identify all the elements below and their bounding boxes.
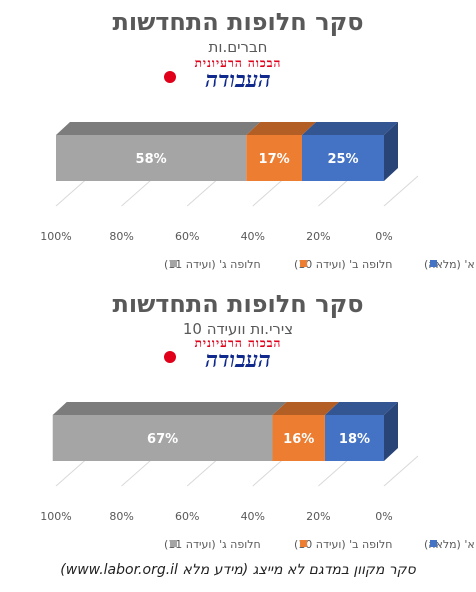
legend-item: חלופה א' (מלאה)	[424, 538, 476, 551]
legend-item: חלופה ג' (ועידה 11)	[164, 258, 261, 271]
rose-icon	[164, 351, 176, 363]
bar-top-face	[272, 402, 339, 415]
legend-swatch	[430, 260, 437, 267]
tick-label: 100%	[40, 510, 71, 523]
bar-side-face	[384, 122, 398, 181]
legend-swatch	[170, 540, 177, 547]
bar-front-face	[246, 135, 302, 181]
stacked-bar-chart: 18% 16% 67% 0% 20% 40% 60% 80% 100% חלופה א' (מלא…	[40, 402, 476, 551]
legend-label: חלופה ב' (ועידה 10)	[294, 538, 393, 551]
data-label: 18%	[339, 432, 370, 447]
legend-swatch	[170, 260, 177, 267]
tick-label: 40%	[241, 230, 265, 243]
footer-note: סקר מקוון במדגם לא מייצג (מידע מלא www.l…	[60, 562, 416, 578]
legend-label: חלופה ג' (ועידה 11)	[164, 258, 261, 271]
legend-swatch	[300, 540, 307, 547]
gridline	[383, 175, 419, 207]
bar-top-face	[302, 122, 398, 135]
data-label: 58%	[136, 152, 167, 167]
labor-party-logo: הבכוה הרעיונית העבודה	[148, 56, 328, 93]
legend-label: חלופה ב' (ועידה 10)	[294, 258, 393, 271]
tick-label: 0%	[375, 510, 392, 523]
tick-label: 60%	[175, 510, 199, 523]
bar-front-face	[324, 415, 384, 461]
data-label: 16%	[283, 432, 314, 447]
legend-item: חלופה ב' (ועידה 10)	[294, 538, 393, 551]
tick-label: 20%	[306, 510, 330, 523]
legend-item: חלופה א' (מלאה)	[424, 258, 476, 271]
bar-front-face	[52, 415, 273, 461]
chart-title: סקר חלופות התחדשות	[112, 290, 364, 318]
tick-label: 100%	[40, 230, 71, 243]
legend-item: חלופה ב' (ועידה 10)	[294, 258, 393, 271]
bar-top-face	[56, 122, 261, 135]
bar-top-face	[324, 402, 398, 415]
bar-segment	[56, 122, 261, 181]
chart-title: סקר חלופות התחדשות	[112, 8, 364, 36]
bar-segment	[302, 122, 398, 181]
gridline	[383, 455, 419, 487]
tick-label: 80%	[109, 230, 133, 243]
logo-main-text: העבודה	[205, 347, 271, 373]
tick-label: 20%	[306, 230, 330, 243]
logo-top-text: הבכוה הרעיונית	[194, 336, 282, 350]
chart-subtitle: חברים.ות	[208, 38, 268, 56]
bar-top-face	[52, 402, 287, 415]
legend-swatch	[430, 540, 437, 547]
legend-item: חלופה ג' (ועידה 11)	[164, 538, 261, 551]
legend-swatch	[300, 260, 307, 267]
tick-label: 80%	[109, 510, 133, 523]
bar-side-face	[384, 402, 398, 461]
chart-members: סקר חלופות התחדשות חברים.ות הבכוה הרעיונ…	[0, 0, 476, 288]
logo-top-text: הבכוה הרעיונית	[194, 56, 282, 70]
tick-label: 0%	[375, 230, 392, 243]
bar-segment	[246, 122, 316, 181]
bar-segment	[52, 402, 287, 461]
tick-label: 40%	[241, 510, 265, 523]
chart-delegates: סקר חלופות התחדשות צירי.ות וועידה 10 הבכ…	[0, 288, 476, 560]
bar-front-face	[56, 135, 247, 181]
rose-icon	[164, 71, 176, 83]
bar-segment	[272, 402, 339, 461]
data-label: 25%	[327, 152, 358, 167]
chart-subtitle: צירי.ות וועידה 10	[182, 320, 294, 338]
data-label: 17%	[259, 152, 290, 167]
stacked-bar-chart: 25% 17% 58% 0% 20% 40% 60% 80% 100% חלופה א' (מלא…	[40, 122, 476, 271]
labor-party-logo: הבכוה הרעיונית העבודה	[148, 336, 328, 373]
bar-segment	[324, 402, 398, 461]
bar-top-face	[246, 122, 316, 135]
bar-front-face	[272, 415, 325, 461]
data-label: 67%	[147, 432, 178, 447]
bar-front-face	[302, 135, 384, 181]
tick-label: 60%	[175, 230, 199, 243]
legend-label: חלופה ג' (ועידה 11)	[164, 538, 261, 551]
logo-main-text: העבודה	[205, 67, 271, 93]
